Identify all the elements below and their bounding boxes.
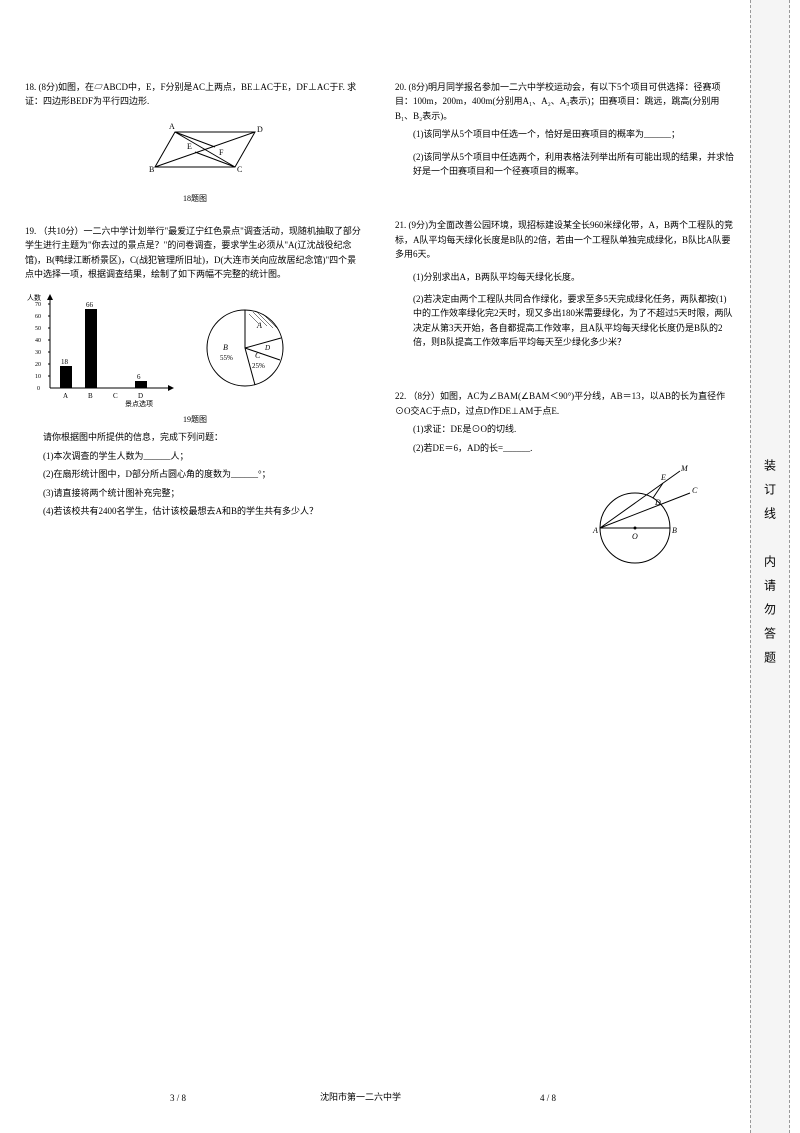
pie-chart: A B 55% C 25% D	[195, 298, 295, 398]
svg-text:18: 18	[61, 358, 69, 366]
svg-text:D: D	[138, 392, 143, 400]
svg-text:0: 0	[37, 386, 40, 392]
problem-19: 19. （共10分）一二六中学计划举行"最爱辽宁红色景点"调查活动，现随机抽取了…	[25, 224, 365, 518]
svg-text:F: F	[219, 148, 224, 157]
svg-text:A: A	[63, 392, 68, 400]
svg-text:C: C	[692, 486, 698, 495]
svg-text:C: C	[113, 392, 118, 400]
q21-num: 21.	[395, 220, 406, 230]
svg-text:A: A	[592, 526, 598, 535]
svg-text:B: B	[672, 526, 677, 535]
problem-18: 18. (8分)如图，在▱ABCD中，E，F分别是AC上两点，BE⊥AC于E，D…	[25, 80, 365, 206]
svg-text:20: 20	[35, 362, 41, 368]
footer-left: 3 / 8	[170, 1093, 186, 1103]
binding-margin: 装订线 内请勿答题	[750, 0, 790, 1133]
svg-text:人数: 人数	[27, 293, 41, 302]
q20-sub2: (2)该同学从5个项目中任选两个，利用表格法列举出所有可能出现的结果，并求恰好是…	[413, 150, 735, 179]
problem-21: 21. (9分)为全面改善公园环境，现招标建设某全长960米绿化带，A，B两个工…	[395, 218, 735, 349]
bar-chart: 人数 0 10 20 30 40 50 60 70 18	[25, 288, 175, 408]
svg-text:10: 10	[35, 374, 41, 380]
footer-right: 4 / 8	[540, 1093, 556, 1103]
svg-text:30: 30	[35, 350, 41, 356]
svg-text:D: D	[264, 344, 270, 352]
q19-sub3: (3)请直接将两个统计图补充完整；	[43, 486, 365, 500]
page-container: 18. (8分)如图，在▱ABCD中，E，F分别是AC上两点，BE⊥AC于E，D…	[0, 0, 800, 1133]
q22-sub1: (1)求证：DE是⊙O的切线.	[413, 422, 735, 436]
q20-sub1: (1)该同学从5个项目中任选一个，恰好是田赛项目的概率为______；	[413, 127, 735, 141]
svg-text:C: C	[255, 351, 261, 360]
svg-text:6: 6	[137, 373, 141, 381]
binding-text: 装订线 内请勿答题	[762, 459, 779, 675]
svg-text:66: 66	[86, 301, 94, 309]
q19-sub2: (2)在扇形统计图中，D部分所占圆心角的度数为______°；	[43, 467, 365, 481]
q19-intro2: 请你根据图中所提供的信息，完成下列问题：	[43, 430, 365, 444]
svg-text:A: A	[256, 321, 262, 330]
q21-sub2: (2)若决定由两个工程队共同合作绿化，要求至多5天完成绿化任务，两队都按(1)中…	[413, 292, 735, 350]
q20-text: (8分)明月同学报名参加一二六中学校运动会，有以下5个项目可供选择：径赛项目：1…	[395, 82, 721, 121]
right-page: 20. (8分)明月同学报名参加一二六中学校运动会，有以下5个项目可供选择：径赛…	[380, 0, 750, 1133]
q19-text: （共10分）一二六中学计划举行"最爱辽宁红色景点"调查活动，现随机抽取了部分学生…	[25, 226, 361, 279]
q19-num: 19.	[25, 226, 36, 236]
circle-diagram: A B O D C E M	[575, 463, 705, 573]
svg-text:70: 70	[35, 302, 41, 308]
q21-sub1: (1)分别求出A，B两队平均每天绿化长度。	[413, 270, 735, 284]
problem-22: 22. （8分）如图，AC为∠BAM(∠BAM＜90°)平分线，AB＝13，以A…	[395, 389, 735, 577]
footer-center: 沈阳市第一二六中学	[320, 1090, 401, 1103]
svg-text:D: D	[654, 498, 661, 507]
svg-text:50: 50	[35, 326, 41, 332]
svg-text:B: B	[223, 343, 228, 352]
left-page: 18. (8分)如图，在▱ABCD中，E，F分别是AC上两点，BE⊥AC于E，D…	[10, 0, 380, 1133]
q19-sub4: (4)若该校共有2400名学生，估计该校最想去A和B的学生共有多少人？	[43, 504, 365, 518]
svg-text:M: M	[680, 464, 689, 473]
svg-text:55%: 55%	[220, 354, 233, 362]
svg-text:25%: 25%	[252, 362, 265, 370]
q18-figure: B C D A E F 18题图	[25, 117, 365, 206]
svg-text:B: B	[88, 392, 93, 400]
q19-charts: 人数 0 10 20 30 40 50 60 70 18	[25, 288, 365, 408]
q20-num: 20.	[395, 82, 406, 92]
q22-figure: A B O D C E M	[395, 463, 735, 577]
q19-sub1: (1)本次调查的学生人数为______人；	[43, 449, 365, 463]
q18-num: 18.	[25, 82, 36, 92]
parallelogram-diagram: B C D A E F	[125, 117, 265, 187]
svg-text:D: D	[257, 125, 263, 134]
svg-text:C: C	[237, 165, 242, 174]
q18-text: (8分)如图，在▱ABCD中，E，F分别是AC上两点，BE⊥AC于E，DF⊥AC…	[25, 82, 356, 106]
q22-text: （8分）如图，AC为∠BAM(∠BAM＜90°)平分线，AB＝13，以AB的长为…	[395, 391, 725, 415]
svg-text:O: O	[632, 532, 638, 541]
svg-text:景点选项: 景点选项	[125, 399, 153, 408]
svg-text:40: 40	[35, 338, 41, 344]
svg-text:E: E	[187, 142, 192, 151]
svg-text:E: E	[660, 473, 666, 482]
q22-num: 22.	[395, 391, 406, 401]
q22-sub2: (2)若DE＝6，AD的长=______.	[413, 441, 735, 455]
svg-text:B: B	[149, 165, 154, 174]
svg-text:60: 60	[35, 314, 41, 320]
q19-caption: 19题图	[25, 414, 365, 427]
svg-text:A: A	[169, 122, 175, 131]
problem-20: 20. (8分)明月同学报名参加一二六中学校运动会，有以下5个项目可供选择：径赛…	[395, 80, 735, 178]
q21-text: (9分)为全面改善公园环境，现招标建设某全长960米绿化带，A，B两个工程队的竞…	[395, 220, 733, 259]
q18-caption: 18题图	[25, 193, 365, 206]
